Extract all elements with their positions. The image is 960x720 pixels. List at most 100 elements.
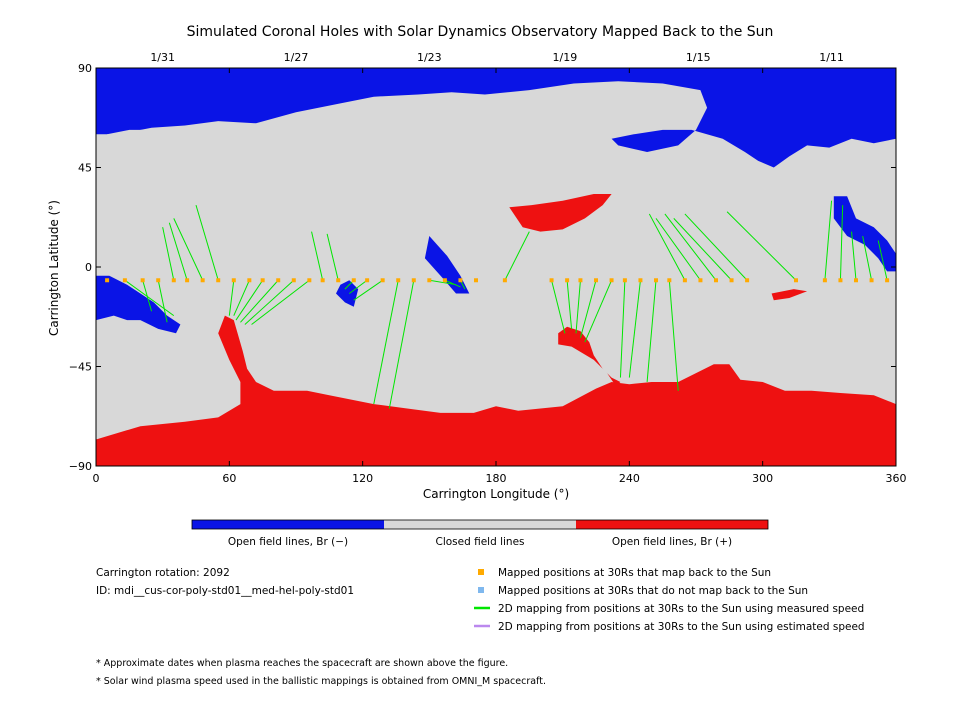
mapped-point — [698, 278, 703, 283]
mapping-line — [233, 280, 250, 316]
mapped-point — [260, 278, 265, 283]
mapping-line — [504, 231, 530, 281]
mapping-line — [195, 204, 219, 281]
mapped-point — [667, 278, 672, 283]
mapping-line — [240, 279, 279, 323]
mapping-line — [353, 279, 383, 301]
mapping-line — [168, 222, 188, 281]
legend: Mapped positions at 30Rs that map back t… — [474, 567, 865, 633]
mapping-line — [162, 227, 175, 281]
mapped-point — [869, 278, 874, 283]
mapped-point — [247, 278, 252, 283]
mapping-line — [244, 279, 295, 325]
colorbar-segment — [384, 520, 576, 529]
top-date-label: 1/23 — [417, 51, 442, 64]
x-tick-label: 180 — [486, 472, 507, 485]
top-date-label: 1/15 — [686, 51, 711, 64]
south-mid-hole — [558, 326, 621, 387]
mapped-point — [578, 278, 583, 283]
mapped-point — [594, 278, 598, 283]
mapped-point — [276, 278, 281, 283]
mapped-point — [171, 278, 176, 283]
mapping-line — [824, 200, 833, 281]
small-negative-hole-left — [96, 275, 181, 334]
colorbar-segment — [576, 520, 768, 529]
note-dates: * Approximate dates when plasma reaches … — [96, 658, 508, 669]
mapped-point — [609, 278, 614, 283]
mapping-line — [444, 279, 461, 288]
colorbar-label: Closed field lines — [435, 536, 524, 548]
top-date-label: 1/19 — [553, 51, 578, 64]
top-date-label: 1/11 — [819, 51, 844, 64]
small-negative-hole-mid — [336, 280, 359, 307]
mapped-point — [307, 278, 312, 283]
mapping-line — [584, 280, 613, 343]
mapped-point — [854, 278, 858, 283]
x-axis-ticks: 0 60 120 180 240 300 360 — [93, 68, 907, 485]
mapping-line — [684, 213, 748, 281]
y-tick-label: 45 — [78, 162, 92, 175]
colorbar: Open field lines, Br (−) Closed field lin… — [191, 519, 769, 548]
top-date-labels: 1/31 1/27 1/23 1/19 1/15 1/11 — [150, 51, 844, 64]
mapping-line — [655, 218, 701, 281]
mapped-point — [622, 278, 627, 283]
note-omni: * Solar wind plasma speed used in the ba… — [96, 676, 546, 687]
mapping-line — [668, 280, 679, 391]
x-tick-label: 360 — [886, 472, 907, 485]
mapped-points — [105, 278, 890, 283]
mapped-point — [565, 278, 570, 283]
mapped-point — [442, 278, 447, 283]
mapping-line — [673, 218, 732, 281]
mapping-line — [839, 205, 844, 281]
mapping-line — [173, 218, 204, 281]
mapping-line — [648, 213, 686, 281]
mapped-point — [351, 278, 356, 283]
mapped-point — [231, 278, 236, 283]
mapping-line — [142, 280, 153, 312]
mapped-point — [745, 278, 750, 283]
x-axis-label: Carrington Longitude (°) — [423, 487, 569, 501]
mapping-line — [235, 279, 264, 321]
north-coronal-hole — [96, 68, 896, 168]
small-negative-hole-right — [424, 236, 470, 294]
mapping-line — [228, 280, 235, 316]
mapping-line — [251, 279, 310, 325]
legend-label: 2D mapping from positions at 30Rs to the… — [498, 621, 865, 633]
carrington-rotation-text: Carrington rotation: 2092 — [96, 567, 230, 579]
mapped-point — [140, 278, 145, 283]
south-coronal-hole — [96, 315, 896, 466]
mapping-line — [664, 213, 717, 281]
mapping-line — [862, 235, 873, 281]
mapped-point — [654, 278, 658, 283]
mapping-line — [349, 279, 368, 294]
y-tick-label: 0 — [85, 261, 92, 274]
mapped-point — [185, 278, 190, 283]
legend-marker — [478, 587, 484, 593]
small-positive-patch — [771, 289, 808, 301]
mapping-line — [551, 280, 566, 334]
mapped-point — [105, 278, 110, 283]
model-id-text: ID: mdi__cus-cor-poly-std01__med-hel-pol… — [96, 585, 354, 597]
mapped-point — [458, 278, 463, 283]
colorbar-label: Open field lines, Br (+) — [612, 536, 732, 548]
mapped-point — [502, 278, 507, 283]
mapping-line — [388, 280, 415, 409]
mapped-point — [291, 278, 296, 283]
colorbar-frame — [191, 519, 769, 530]
y-tick-label: 90 — [78, 62, 92, 75]
mapped-point — [216, 278, 221, 283]
mapping-line — [628, 280, 641, 378]
top-date-label: 1/27 — [284, 51, 309, 64]
y-tick-label: −90 — [69, 460, 92, 473]
colorbar-label: Open field lines, Br (−) — [228, 536, 348, 548]
mapping-line — [579, 280, 597, 338]
mapped-point — [200, 278, 205, 283]
mapping-line — [157, 280, 168, 323]
mapped-point — [729, 278, 734, 283]
mapped-point — [156, 278, 161, 283]
mapping-line — [124, 279, 175, 317]
mapping-line — [646, 280, 657, 383]
chart-title: Simulated Coronal Holes with Solar Dynam… — [187, 24, 774, 40]
mapping-line — [429, 279, 457, 286]
